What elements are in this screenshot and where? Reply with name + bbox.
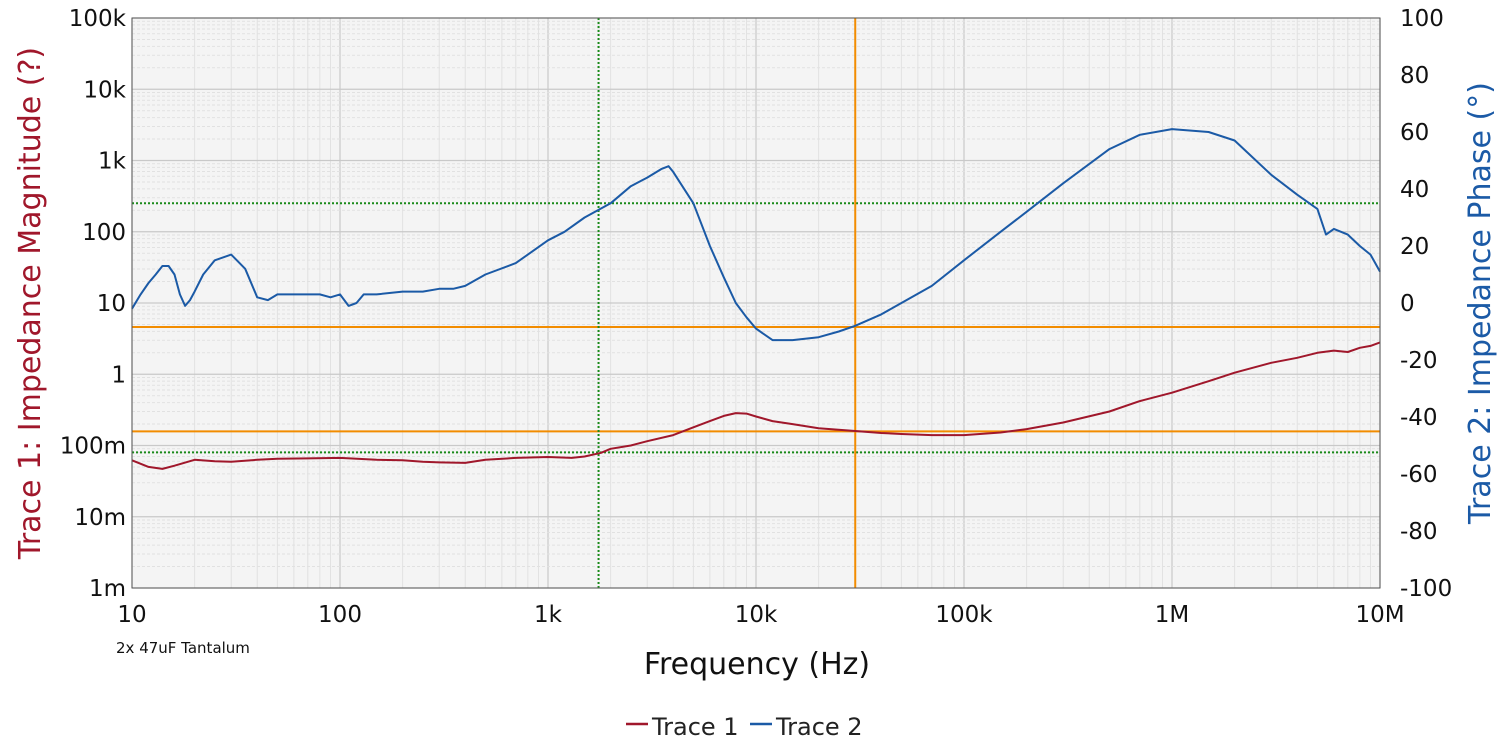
- legend: Trace 1 Trace 2: [626, 713, 863, 741]
- right-tick-label: 20: [1400, 234, 1429, 260]
- left-tick-label: 1: [111, 362, 126, 388]
- right-tick-label: -40: [1400, 405, 1438, 431]
- series-line-trace-1: [131, 341, 1381, 470]
- right-tick-label: 100: [1400, 6, 1444, 32]
- left-axis-title: Trace 1: Impedance Magnitude (?): [13, 47, 48, 560]
- x-tick-label: 1k: [534, 602, 563, 628]
- right-tick-label: -80: [1400, 519, 1438, 545]
- left-tick-label: 10k: [83, 77, 126, 103]
- x-axis-title: Frequency (Hz): [644, 647, 870, 682]
- x-tick-label: 10k: [735, 602, 778, 628]
- right-tick-label: 80: [1400, 63, 1429, 89]
- left-tick-label: 1k: [98, 149, 127, 175]
- series-layer: [131, 128, 1381, 470]
- series-line-trace-2: [131, 128, 1381, 342]
- plot-frame: [131, 17, 1381, 589]
- right-tick-label: 40: [1400, 177, 1429, 203]
- right-tick-label: -20: [1400, 348, 1438, 374]
- right-axis-ticks: 100 80 60 40 20 0 -20 -40 -60 -80 -100: [1400, 6, 1452, 602]
- x-tick-label: 10M: [1355, 602, 1404, 628]
- right-axis-title: Trace 2: Impedance Phase (°): [1463, 82, 1498, 525]
- right-tick-label: 60: [1400, 120, 1429, 146]
- right-tick-label: 0: [1400, 291, 1415, 317]
- left-axis-ticks: 100k 10k 1k 100 10 1 100m 10m 1m: [60, 6, 127, 602]
- right-tick-label: -60: [1400, 462, 1438, 488]
- x-tick-label: 100k: [935, 602, 993, 628]
- x-axis-ticks: 10 100 1k 10k 100k 1M 10M: [117, 602, 1404, 628]
- left-tick-label: 1m: [89, 576, 126, 602]
- left-tick-label: 100: [82, 220, 126, 246]
- left-tick-label: 10: [97, 291, 126, 317]
- x-tick-label: 100: [318, 602, 362, 628]
- grid: [131, 17, 1381, 589]
- right-tick-label: -100: [1400, 576, 1452, 602]
- left-tick-label: 100k: [69, 6, 127, 32]
- chart-annotation: 2x 47uF Tantalum: [116, 639, 250, 657]
- left-tick-label: 100m: [60, 434, 126, 460]
- left-tick-label: 10m: [74, 505, 126, 531]
- x-tick-label: 1M: [1155, 602, 1189, 628]
- legend-label-trace-1: Trace 1: [651, 713, 739, 741]
- legend-label-trace-2: Trace 2: [775, 713, 863, 741]
- x-tick-label: 10: [117, 602, 146, 628]
- cursor-lines: [132, 18, 1380, 588]
